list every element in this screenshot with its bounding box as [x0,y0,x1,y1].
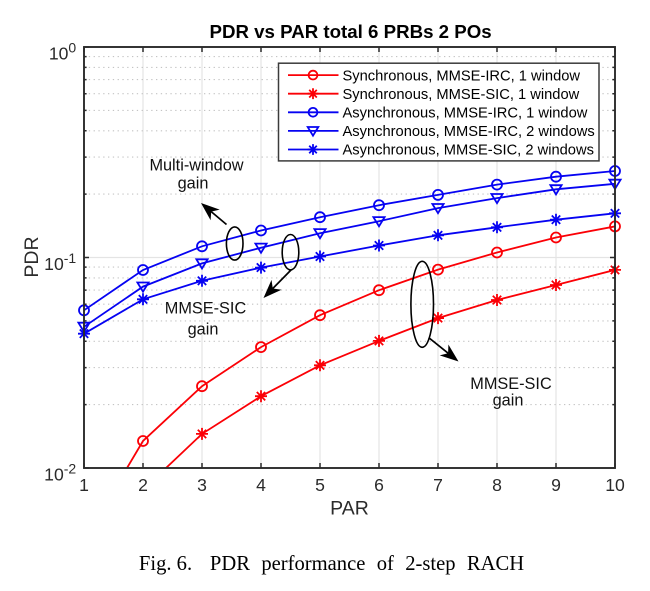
svg-text:Asynchronous, MMSE-SIC, 2 wind: Asynchronous, MMSE-SIC, 2 windows [343,143,594,159]
svg-text:gain: gain [493,392,524,410]
svg-text:Synchronous, MMSE-SIC, 1 windo: Synchronous, MMSE-SIC, 1 window [343,87,580,103]
svg-text:2: 2 [138,475,148,495]
svg-text:10-1: 10-1 [44,250,76,274]
svg-text:Fig. 6.PDR performance of 2-st: Fig. 6. PDR performance of 2-step RACH [139,553,524,575]
svg-text:MMSE-SIC: MMSE-SIC [470,375,552,393]
svg-text:gain: gain [178,175,209,193]
svg-text:Synchronous, MMSE-IRC, 1 windo: Synchronous, MMSE-IRC, 1 window [343,68,581,84]
svg-text:4: 4 [256,475,266,495]
svg-text:9: 9 [551,475,561,495]
svg-text:MMSE-SIC: MMSE-SIC [165,300,247,318]
svg-text:Multi-window: Multi-window [149,156,243,174]
svg-text:PAR: PAR [330,497,369,519]
svg-text:1: 1 [79,475,89,495]
svg-text:Asynchronous, MMSE-IRC, 1 wind: Asynchronous, MMSE-IRC, 1 window [343,106,588,122]
svg-text:Asynchronous, MMSE-IRC, 2 wind: Asynchronous, MMSE-IRC, 2 windows [343,124,595,140]
svg-text:PDR: PDR [21,236,43,277]
svg-text:PDR vs PAR total 6 PRBs 2 POs: PDR vs PAR total 6 PRBs 2 POs [210,21,492,42]
svg-text:10: 10 [605,475,625,495]
svg-text:5: 5 [315,475,325,495]
svg-text:6: 6 [374,475,384,495]
svg-text:3: 3 [197,475,207,495]
svg-text:7: 7 [433,475,443,495]
svg-text:8: 8 [492,475,502,495]
svg-text:gain: gain [188,321,219,339]
